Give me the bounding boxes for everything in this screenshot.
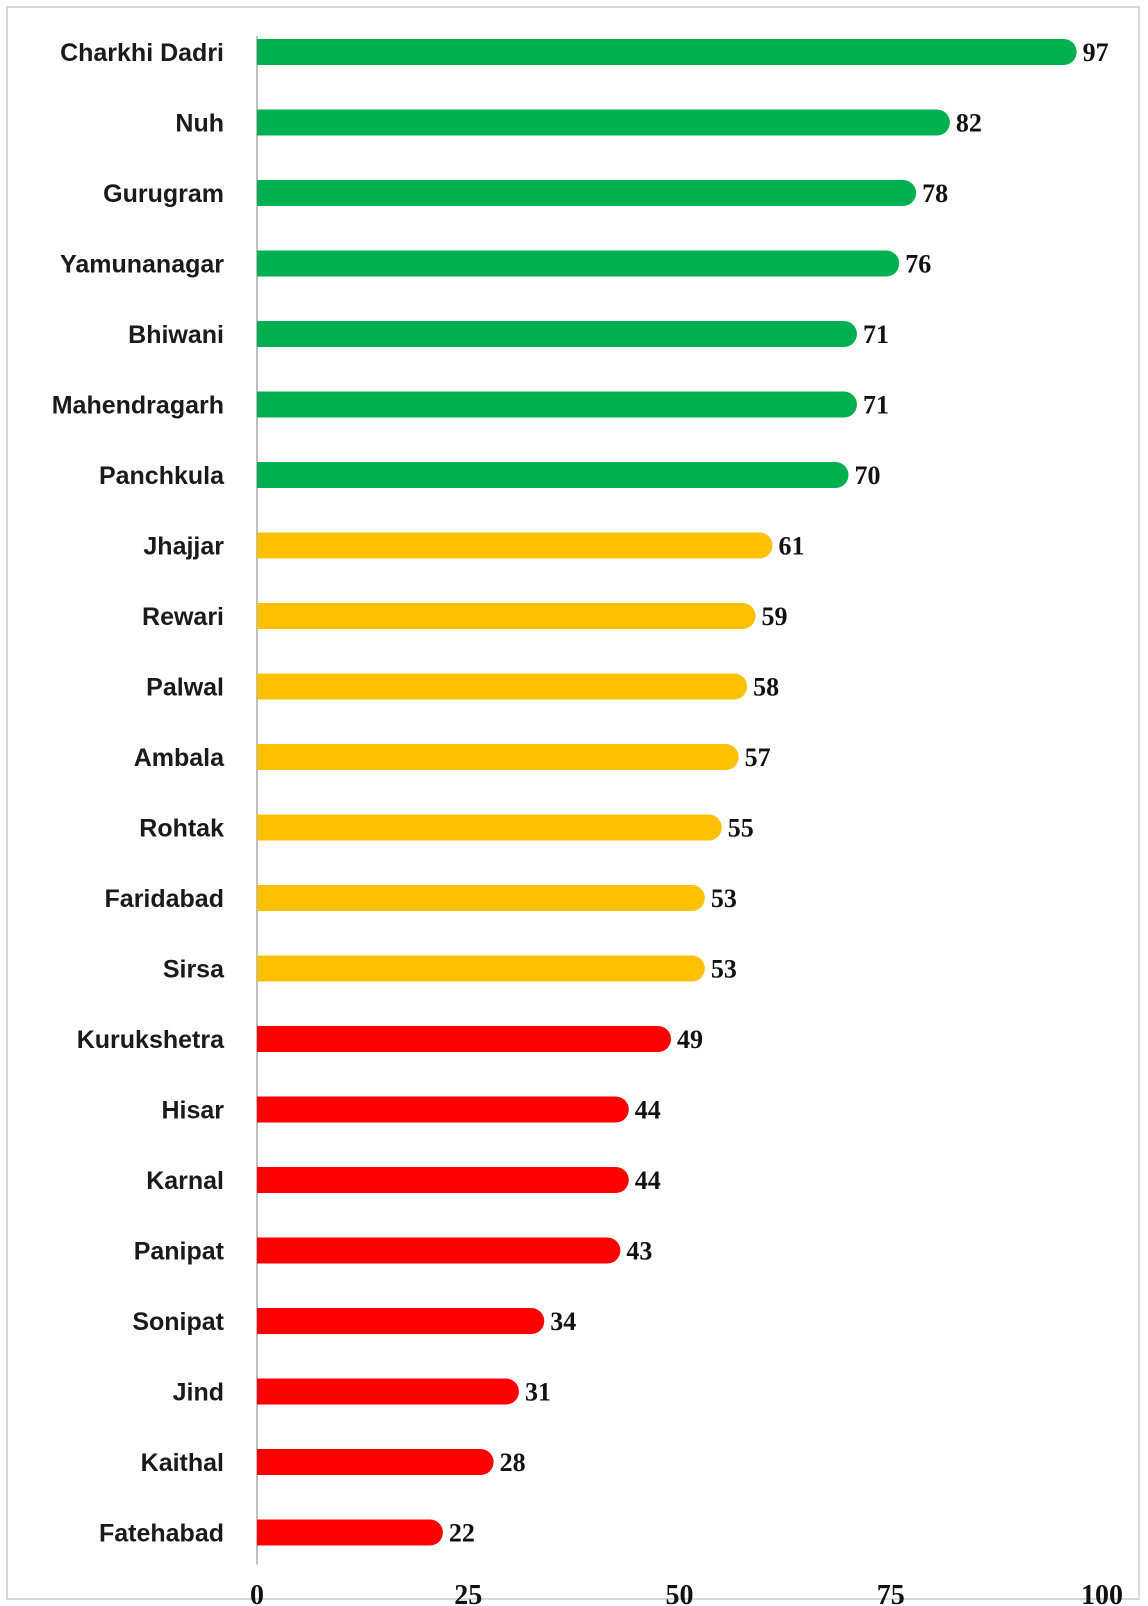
x-tick-label: 50 bbox=[666, 1580, 694, 1606]
bar bbox=[257, 180, 917, 206]
category-label: Hisar bbox=[161, 1097, 224, 1125]
category-label: Yamunanagar bbox=[60, 251, 224, 279]
category-label: Bhiwani bbox=[128, 321, 224, 349]
bar bbox=[257, 109, 950, 136]
value-label: 71 bbox=[863, 391, 889, 420]
x-tick-label: 100 bbox=[1081, 1580, 1123, 1606]
category-label: Rewari bbox=[142, 603, 224, 631]
value-label: 31 bbox=[525, 1378, 551, 1407]
bar bbox=[257, 1519, 443, 1546]
category-label: Kaithal bbox=[141, 1449, 224, 1477]
category-label: Rohtak bbox=[139, 815, 224, 843]
value-label: 57 bbox=[745, 743, 771, 772]
bar bbox=[257, 1167, 629, 1193]
value-label: 28 bbox=[500, 1448, 526, 1477]
bar bbox=[257, 673, 748, 700]
value-label: 53 bbox=[711, 884, 737, 913]
value-label: 70 bbox=[855, 461, 881, 490]
bar bbox=[257, 391, 857, 418]
bar bbox=[257, 39, 1077, 65]
bar bbox=[257, 462, 849, 488]
value-label: 58 bbox=[753, 673, 779, 702]
value-label: 44 bbox=[635, 1166, 661, 1195]
bar bbox=[257, 1237, 621, 1264]
category-label: Gurugram bbox=[103, 180, 224, 208]
category-label: Panchkula bbox=[99, 462, 225, 490]
category-label: Nuh bbox=[175, 110, 224, 138]
value-label: 61 bbox=[778, 532, 804, 561]
bar bbox=[257, 1026, 672, 1052]
bar bbox=[257, 603, 756, 629]
value-label: 22 bbox=[449, 1519, 475, 1548]
category-label: Ambala bbox=[134, 744, 225, 772]
value-label: 43 bbox=[626, 1237, 652, 1266]
category-label: Jind bbox=[173, 1379, 224, 1407]
value-label: 82 bbox=[956, 109, 982, 138]
value-label: 34 bbox=[550, 1307, 576, 1336]
value-label: 71 bbox=[863, 320, 889, 349]
x-tick-label: 75 bbox=[877, 1580, 905, 1606]
value-label: 44 bbox=[635, 1096, 661, 1125]
value-label: 55 bbox=[728, 814, 754, 843]
category-label: Faridabad bbox=[105, 885, 224, 913]
category-label: Sirsa bbox=[163, 956, 225, 984]
category-label: Mahendragarh bbox=[52, 392, 224, 420]
bar bbox=[257, 744, 739, 770]
category-label: Karnal bbox=[146, 1167, 224, 1195]
bar bbox=[257, 955, 705, 982]
category-label: Charkhi Dadri bbox=[60, 39, 224, 67]
bar bbox=[257, 321, 857, 347]
category-label: Palwal bbox=[146, 674, 224, 702]
bar bbox=[257, 250, 900, 277]
category-label: Panipat bbox=[134, 1238, 225, 1266]
bar bbox=[257, 1378, 519, 1405]
bar bbox=[257, 814, 722, 841]
category-label: Jhajjar bbox=[143, 533, 224, 561]
value-label: 59 bbox=[762, 602, 788, 631]
value-label: 97 bbox=[1083, 38, 1109, 67]
x-tick-label: 25 bbox=[454, 1580, 482, 1606]
value-label: 53 bbox=[711, 955, 737, 984]
bar bbox=[257, 1308, 545, 1334]
bar bbox=[257, 885, 705, 911]
x-tick-label: 0 bbox=[250, 1580, 264, 1606]
bar bbox=[257, 1449, 494, 1475]
value-label: 78 bbox=[922, 179, 948, 208]
bar bbox=[257, 532, 773, 559]
bar bbox=[257, 1096, 629, 1123]
category-label: Fatehabad bbox=[99, 1520, 224, 1548]
category-label: Sonipat bbox=[132, 1308, 224, 1336]
value-label: 49 bbox=[677, 1025, 703, 1054]
value-label: 76 bbox=[905, 250, 931, 279]
category-label: Kurukshetra bbox=[77, 1026, 225, 1054]
